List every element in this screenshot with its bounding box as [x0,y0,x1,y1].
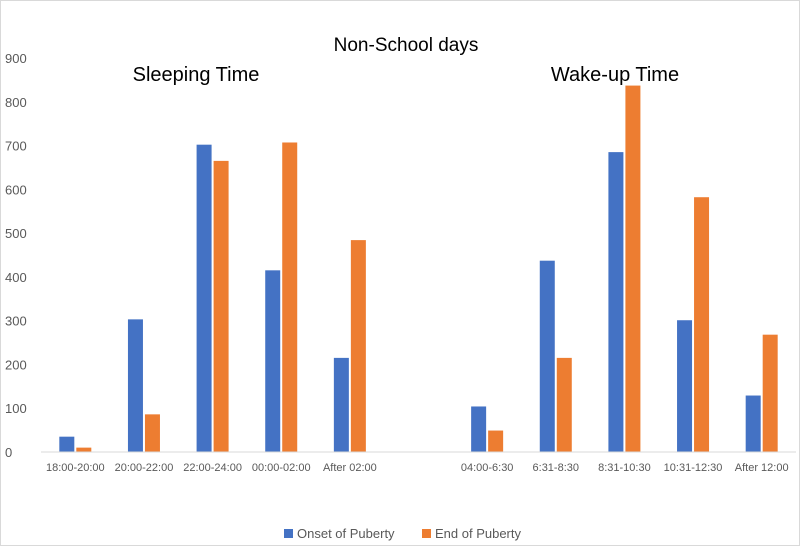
legend-swatch-end [422,529,431,538]
y-tick-label: 600 [5,182,27,197]
bar-onset [127,319,143,452]
y-tick-label: 0 [5,445,12,460]
y-tick-label: 200 [5,357,27,372]
bar-end [350,240,366,452]
y-tick-label: 300 [5,314,27,329]
bar-end [762,334,778,452]
x-tick-label: 22:00-24:00 [183,462,242,474]
y-tick-label: 700 [5,139,27,154]
bar-end [213,160,229,452]
bar-end [556,357,572,452]
bar-onset [471,406,487,452]
group-title-sleeping: Sleeping Time [133,64,260,86]
group-title-wakeup: Wake-up Time [551,64,679,86]
bar-onset [539,260,555,452]
bar-end [694,197,710,452]
x-tick-label: After 02:00 [323,462,377,474]
x-tick-label: 20:00-22:00 [115,462,174,474]
legend-label-end: End of Puberty [435,526,521,541]
y-axis: 0 100 200 300 400 500 600 700 800 900 [5,51,27,460]
bar-onset [59,436,75,452]
legend-swatch-onset [284,529,293,538]
x-tick-label: 04:00-6:30 [461,462,514,474]
bar-onset [745,395,761,452]
bar-onset [333,357,349,452]
bars-group [59,85,778,453]
chart-title: Non-School days [334,35,479,56]
y-tick-label: 500 [5,226,27,241]
y-tick-label: 900 [5,51,27,66]
x-tick-label: 8:31-10:30 [598,462,651,474]
legend-label-onset: Onset of Puberty [297,526,395,541]
x-axis: 18:00-20:00 20:00-22:00 22:00-24:00 00:00-0… [46,462,789,474]
bar-end [625,85,641,452]
bar-onset [196,144,212,452]
x-tick-label: After 12:00 [735,462,789,474]
x-tick-label: 00:00-02:00 [252,462,311,474]
bar-onset [677,320,693,452]
y-tick-label: 100 [5,401,27,416]
y-tick-label: 400 [5,270,27,285]
x-tick-label: 18:00-20:00 [46,462,105,474]
bar-onset [265,270,281,452]
bar-end [144,414,160,452]
bar-end [488,430,504,452]
x-tick-label: 10:31-12:30 [664,462,723,474]
y-tick-label: 800 [5,95,27,110]
bar-end [282,142,298,453]
bar-end [76,447,92,452]
legend: Onset of Puberty End of Puberty [284,526,521,541]
bar-onset [608,152,624,452]
x-tick-label: 6:31-8:30 [533,462,579,474]
